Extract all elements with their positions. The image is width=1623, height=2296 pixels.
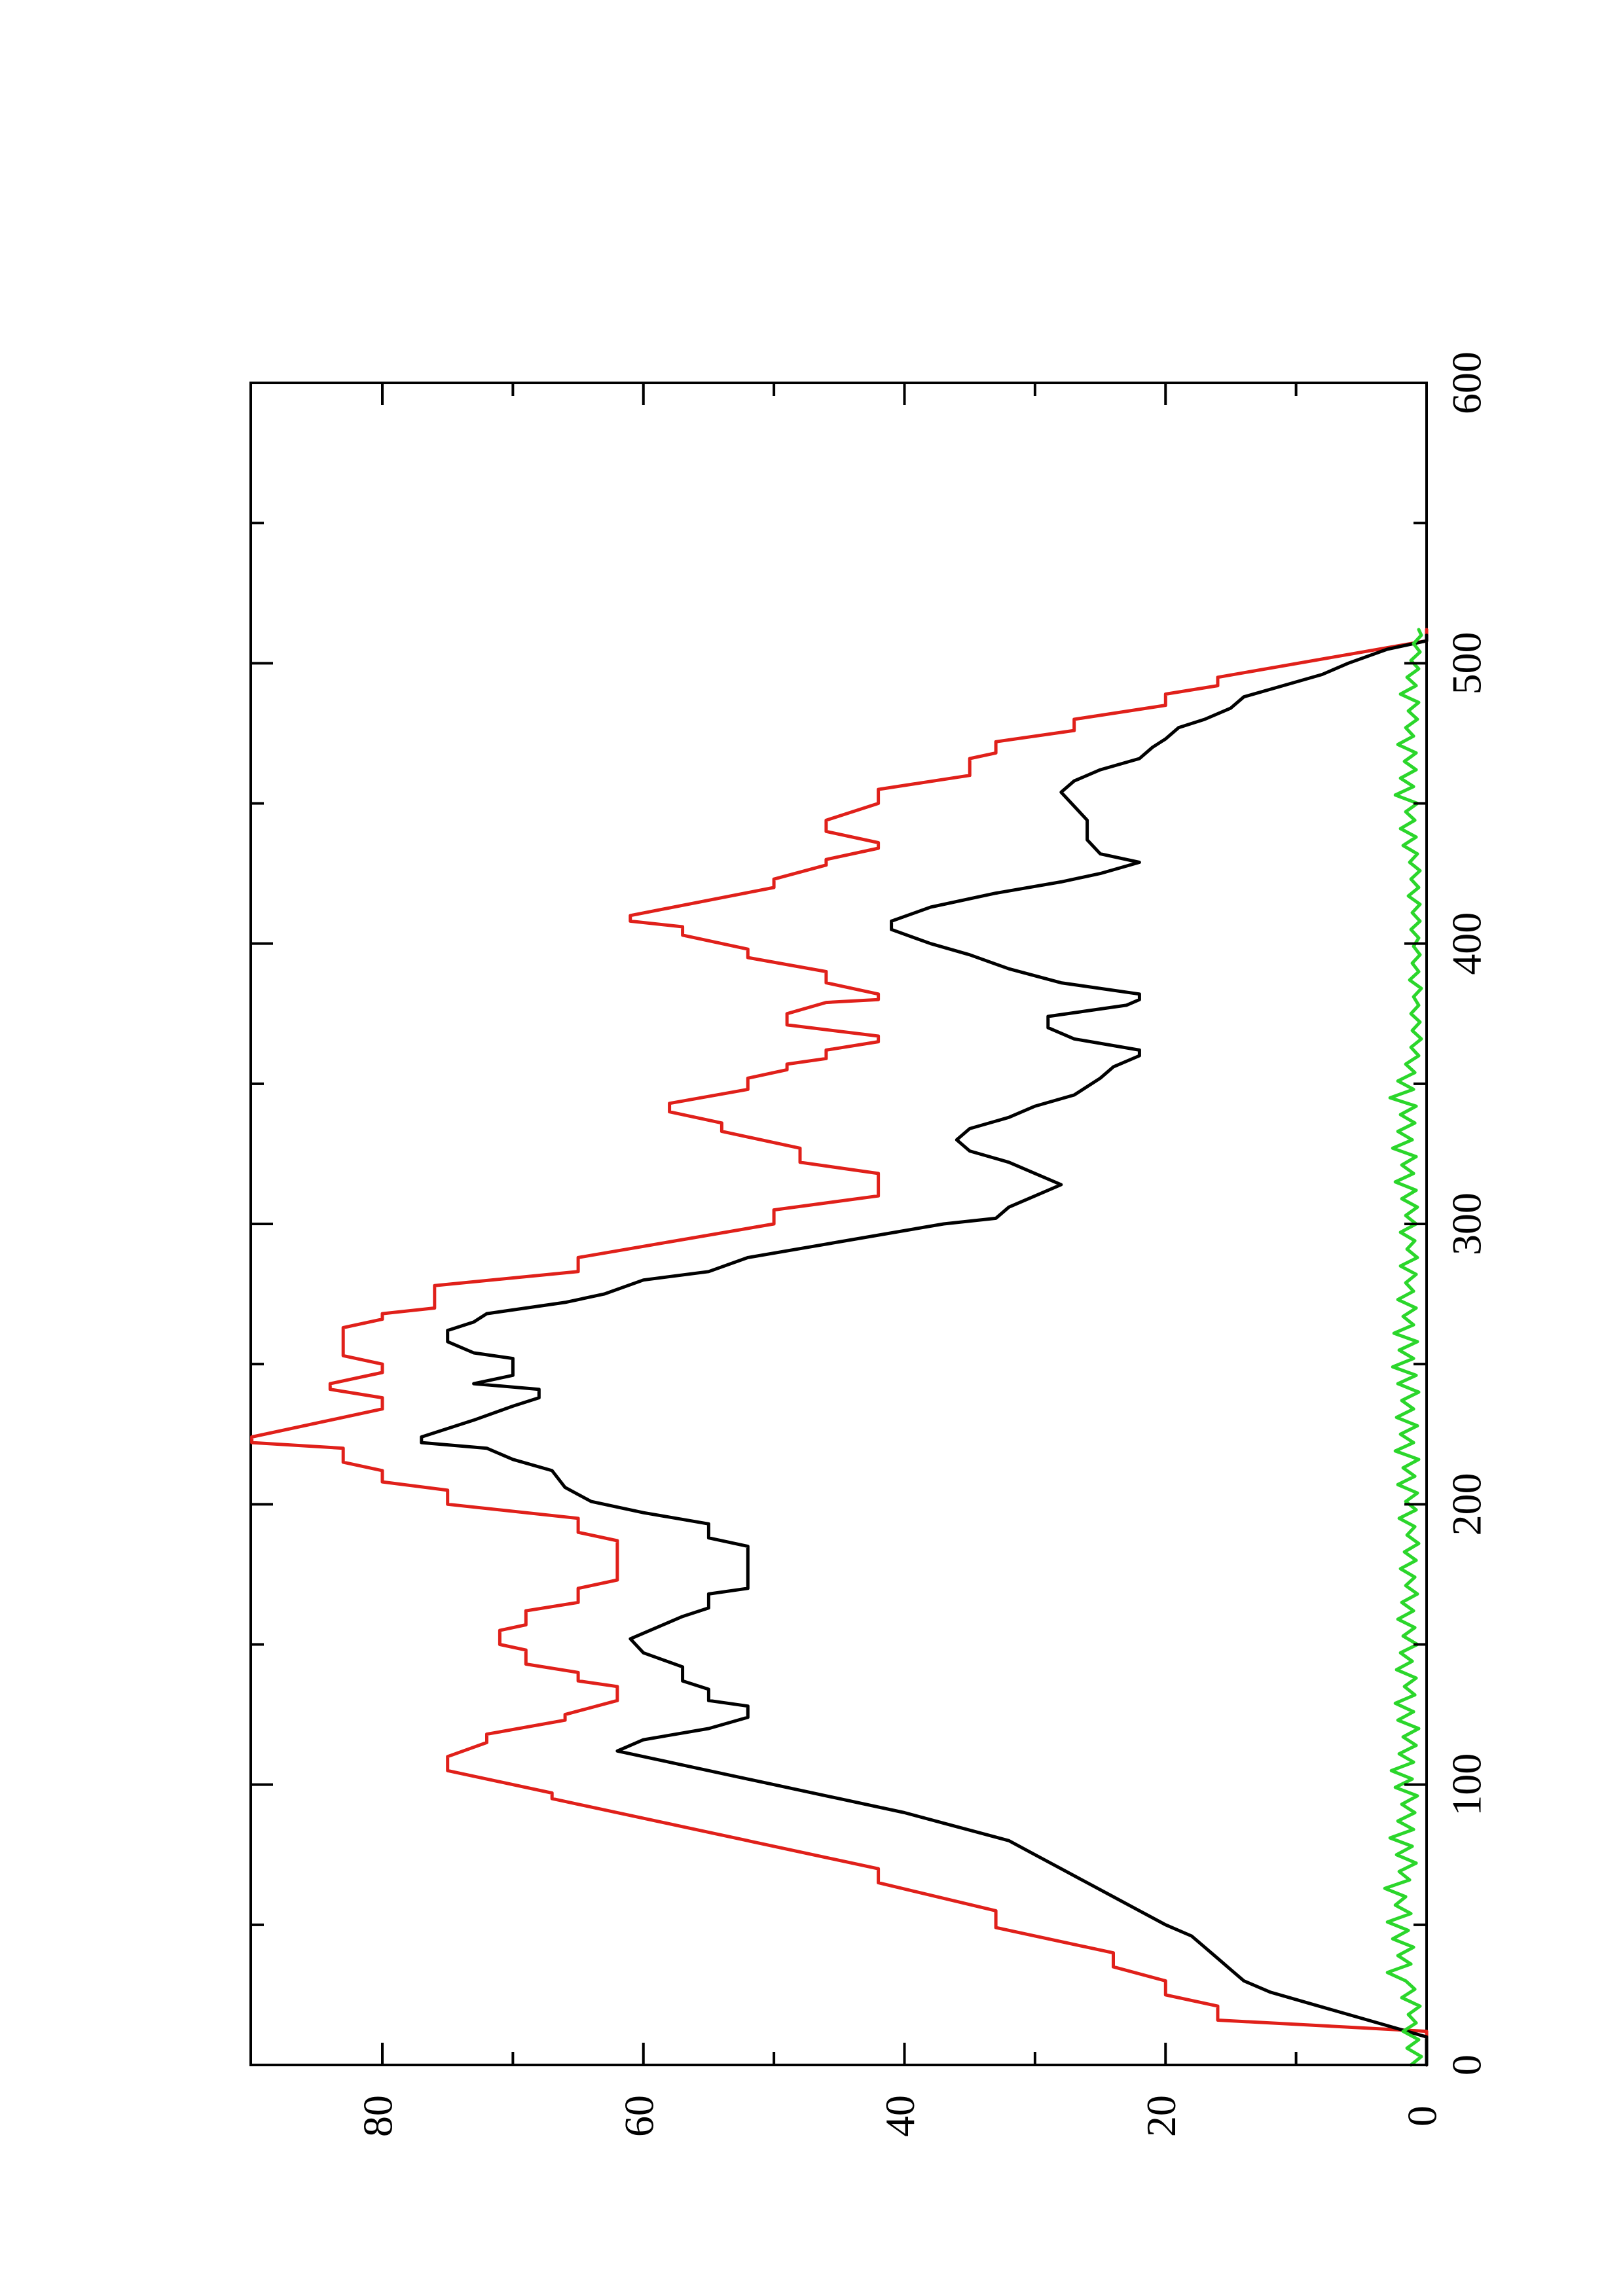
x-tick-label-2: 200 [1444,1473,1490,1535]
y-tick-label-1: 20 [1138,2095,1184,2137]
y-tick-label-0: 0 [1399,2106,1446,2126]
x-tick-label-6: 600 [1444,351,1490,414]
ticks-group [251,382,1428,2066]
series-line-2 [1383,628,1423,2067]
x-tick-label-5: 500 [1444,632,1490,694]
x-tick-label-1: 100 [1444,1753,1490,1816]
y-tick-label-4: 80 [355,2095,401,2137]
x-tick-label-0: 0 [1444,2054,1490,2075]
tick-labels-group: 0 100 200 300 400 500 600 0 20 40 60 80 [355,351,1490,2137]
y-tick-label-3: 60 [615,2095,662,2137]
series-line-0 [250,628,1429,2067]
x-tick-label-3: 300 [1444,1193,1490,1255]
y-tick-label-2: 40 [877,2095,923,2137]
series-group [250,628,1429,2067]
x-tick-label-4: 400 [1444,912,1490,975]
series-line-1 [420,634,1429,2067]
